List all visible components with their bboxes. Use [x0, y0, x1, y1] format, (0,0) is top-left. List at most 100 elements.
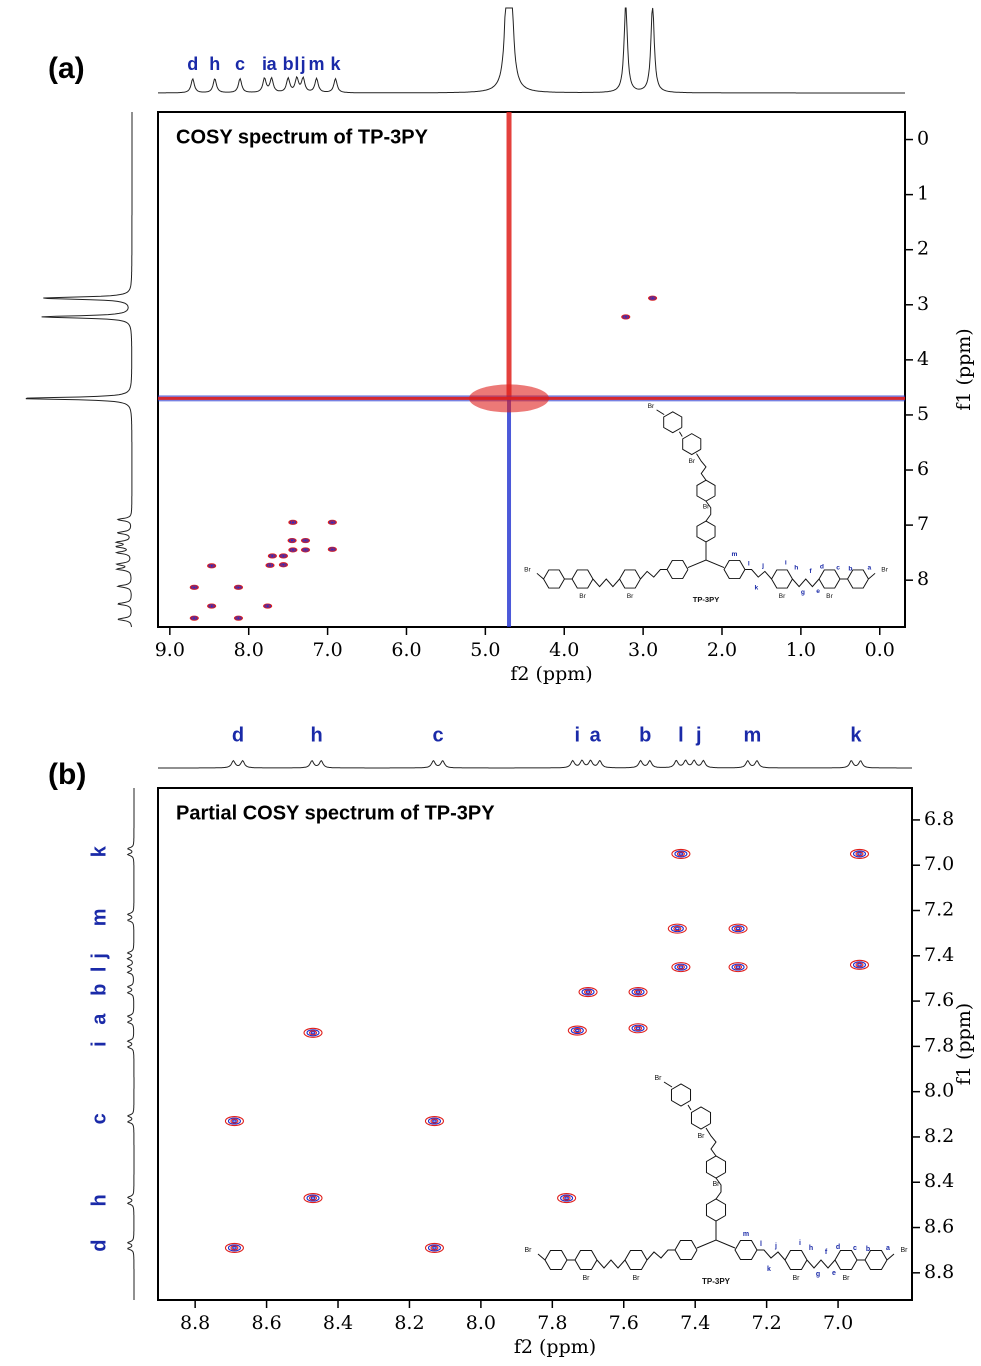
x-tick-label: 7.0 — [312, 639, 342, 661]
peak-label: a — [267, 54, 278, 74]
molecule-label: f — [809, 568, 812, 575]
molecule-label: d — [820, 563, 824, 570]
contour — [581, 988, 595, 996]
bond — [744, 569, 772, 580]
cross-peak — [303, 1193, 323, 1204]
bond — [663, 1081, 673, 1088]
contour — [271, 554, 274, 557]
contour — [735, 927, 741, 931]
bond — [696, 479, 716, 502]
peak-label: k — [330, 54, 341, 74]
contour — [631, 988, 645, 996]
x-tick-label: 7.2 — [752, 1312, 782, 1334]
contour — [308, 1030, 318, 1036]
contour — [291, 521, 295, 524]
contour — [855, 851, 864, 857]
contour — [670, 925, 684, 933]
bond — [834, 1249, 858, 1271]
molecule-label: Br — [627, 593, 634, 600]
contour — [232, 1246, 237, 1250]
contour — [266, 605, 270, 608]
contour — [674, 963, 688, 971]
top-projection — [158, 759, 912, 769]
cross-peak — [424, 1242, 445, 1253]
contour — [282, 554, 285, 557]
peak-label: l — [678, 724, 684, 746]
peak-label: d — [187, 54, 198, 74]
bond — [656, 409, 665, 416]
bond — [678, 431, 683, 437]
molecule-label: i — [785, 560, 787, 567]
molecule-label: j — [774, 1243, 777, 1250]
molecule-label: a — [886, 1245, 890, 1252]
x-tick-label: 4.0 — [549, 639, 579, 661]
cross-peak — [628, 986, 648, 998]
contour — [304, 548, 307, 551]
molecule-label: f — [825, 1249, 828, 1256]
peak-label: c — [235, 54, 245, 74]
y-tick-label: 7 — [917, 513, 929, 535]
plot-frame — [157, 787, 913, 1301]
y-tick-label: 6.8 — [924, 808, 954, 830]
contour — [310, 1196, 316, 1200]
molecule-label: k — [767, 1266, 771, 1273]
x-tick-label: 0.0 — [865, 639, 895, 661]
cross-peak — [849, 848, 870, 859]
bond — [574, 1249, 598, 1271]
bond — [687, 1104, 692, 1111]
contour — [570, 1026, 584, 1035]
contour — [564, 1196, 569, 1200]
y-axis-label: f1 (ppm) — [953, 1003, 975, 1085]
molecule-label: l — [760, 1241, 762, 1248]
cross-peak — [327, 519, 337, 525]
contour — [573, 1027, 582, 1034]
bond — [666, 559, 689, 580]
cross-peak — [265, 562, 275, 568]
contour — [734, 964, 743, 970]
bond — [734, 1239, 758, 1261]
peak-label: c — [432, 724, 443, 746]
peak-label: l — [294, 54, 299, 74]
molecule-label: Br — [703, 504, 710, 511]
contour — [635, 990, 641, 994]
y-tick-label: 8.6 — [924, 1216, 954, 1238]
contour — [578, 986, 598, 998]
peak-label: b — [88, 984, 110, 996]
bond — [544, 1249, 568, 1271]
contour — [282, 563, 285, 566]
contour — [432, 1246, 437, 1250]
cross-peak — [667, 923, 687, 934]
y-tick-label: 6 — [917, 458, 929, 480]
bond — [886, 1253, 895, 1261]
peak-label: h — [209, 54, 220, 74]
contour — [673, 926, 682, 932]
contour — [678, 965, 684, 969]
contour — [676, 851, 685, 857]
contour — [224, 1242, 244, 1253]
bond — [715, 1177, 722, 1200]
contour — [303, 1027, 323, 1038]
cross-peak — [849, 959, 870, 970]
peak-label: m — [88, 908, 110, 926]
y-tick-label: 7.6 — [924, 989, 954, 1011]
contour — [678, 852, 684, 856]
molecule-label: k — [754, 584, 758, 591]
contour — [633, 989, 643, 995]
y-tick-label: 7.0 — [924, 853, 954, 875]
contour — [227, 1244, 241, 1252]
contour — [304, 539, 307, 542]
contour — [430, 1245, 439, 1251]
peak-label: m — [309, 54, 325, 74]
contour — [735, 965, 741, 969]
molecule-label: Br — [713, 1181, 721, 1188]
contour — [427, 1244, 442, 1252]
side-projection — [25, 112, 133, 628]
bond — [864, 1249, 888, 1271]
contour — [674, 850, 688, 858]
bond — [690, 1106, 712, 1130]
peak-label: h — [310, 724, 322, 746]
x-tick-label: 3.0 — [628, 639, 658, 661]
x-tick-label: 8.0 — [234, 639, 264, 661]
bond — [757, 1249, 786, 1261]
